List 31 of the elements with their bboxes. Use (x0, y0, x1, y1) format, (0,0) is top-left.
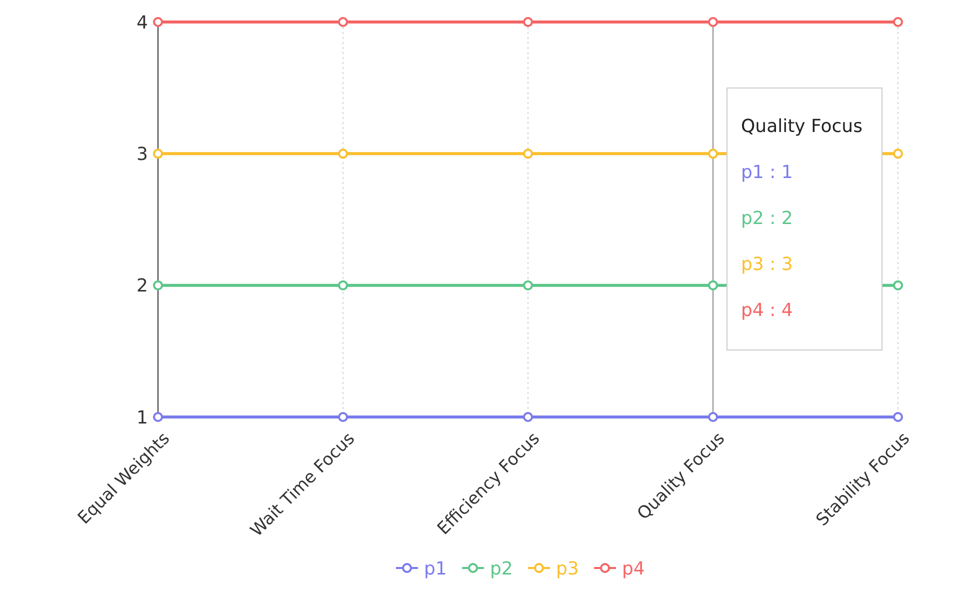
point (708, 280, 718, 290)
legend-label: p4 (622, 558, 645, 580)
point (523, 148, 533, 159)
point (338, 412, 348, 422)
legend-label: p3 (556, 558, 579, 580)
annotation: p1 : 1 (741, 162, 793, 183)
annotation: Quality Focus (741, 116, 862, 137)
point (153, 148, 163, 159)
point (523, 17, 533, 27)
y-tick-label: 2 (136, 276, 148, 297)
point (708, 148, 718, 159)
point (893, 148, 903, 159)
point (523, 280, 533, 290)
point (338, 148, 348, 159)
y-tick-label: 4 (136, 12, 148, 34)
point (893, 17, 903, 27)
point (338, 17, 348, 27)
annotation: p4 : 4 (741, 300, 793, 321)
y-tick-label: 1 (136, 407, 148, 428)
point (153, 280, 163, 290)
annotation: p3 : 3 (741, 254, 793, 275)
legend-label: p1 (424, 558, 447, 580)
point (523, 412, 533, 422)
point (893, 412, 903, 422)
point (708, 17, 718, 27)
point (708, 412, 718, 422)
point (338, 280, 348, 290)
y-tick-label: 3 (136, 144, 148, 165)
legend-label: p2 (490, 558, 513, 580)
point (893, 280, 903, 290)
annotation: p2 : 2 (741, 208, 793, 229)
